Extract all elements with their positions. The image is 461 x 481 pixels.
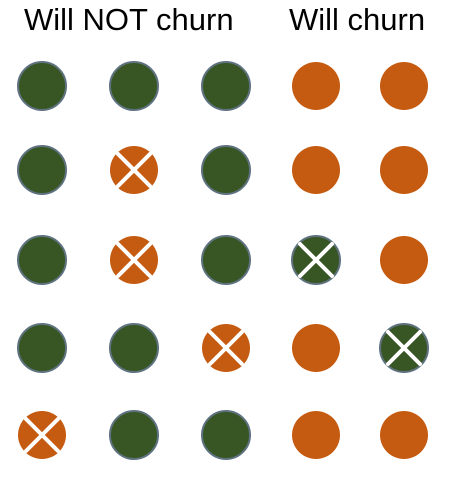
not-churn-dot	[201, 235, 251, 285]
dot-circle	[380, 146, 428, 194]
dot-circle	[109, 410, 159, 460]
not-churn-dot	[17, 235, 67, 285]
dot-circle	[292, 411, 340, 459]
misclassified-cross-icon	[208, 330, 244, 366]
churn-dot	[292, 411, 340, 459]
not-churn-dot	[201, 61, 251, 111]
not-churn-dot	[201, 410, 251, 460]
churn-dot-crossed	[110, 236, 158, 284]
churn-dot	[292, 324, 340, 372]
dot-circle	[380, 411, 428, 459]
dot-circle	[201, 410, 251, 460]
dot-circle	[292, 324, 340, 372]
dot-circle	[380, 62, 428, 110]
churn-dot	[380, 146, 428, 194]
dot-circle	[201, 235, 251, 285]
churn-dot	[292, 62, 340, 110]
misclassified-cross-icon	[24, 417, 60, 453]
not-churn-dot	[109, 410, 159, 460]
dot-circle	[17, 145, 67, 195]
dot-circle	[292, 62, 340, 110]
not-churn-dot	[17, 145, 67, 195]
heading-will-not-churn: Will NOT churn	[24, 2, 234, 37]
churn-dot-crossed	[110, 146, 158, 194]
dot-circle	[17, 61, 67, 111]
churn-dot	[292, 146, 340, 194]
not-churn-dot	[17, 61, 67, 111]
churn-dot-crossed	[18, 411, 66, 459]
not-churn-dot-crossed	[291, 235, 341, 285]
misclassified-cross-icon	[298, 242, 334, 278]
dot-circle	[17, 323, 67, 373]
not-churn-dot-crossed	[379, 323, 429, 373]
not-churn-dot	[109, 61, 159, 111]
not-churn-dot	[201, 145, 251, 195]
churn-dot	[380, 62, 428, 110]
not-churn-dot	[109, 323, 159, 373]
churn-dot-crossed	[202, 324, 250, 372]
churn-dot	[380, 236, 428, 284]
heading-will-churn: Will churn	[289, 2, 426, 37]
dot-circle	[201, 145, 251, 195]
dot-circle	[201, 61, 251, 111]
not-churn-dot	[17, 323, 67, 373]
dot-circle	[292, 146, 340, 194]
misclassified-cross-icon	[116, 242, 152, 278]
dot-circle	[109, 61, 159, 111]
dot-circle	[109, 323, 159, 373]
dot-circle	[380, 236, 428, 284]
misclassified-cross-icon	[116, 152, 152, 188]
dot-circle	[17, 235, 67, 285]
misclassified-cross-icon	[386, 330, 422, 366]
churn-dot	[380, 411, 428, 459]
